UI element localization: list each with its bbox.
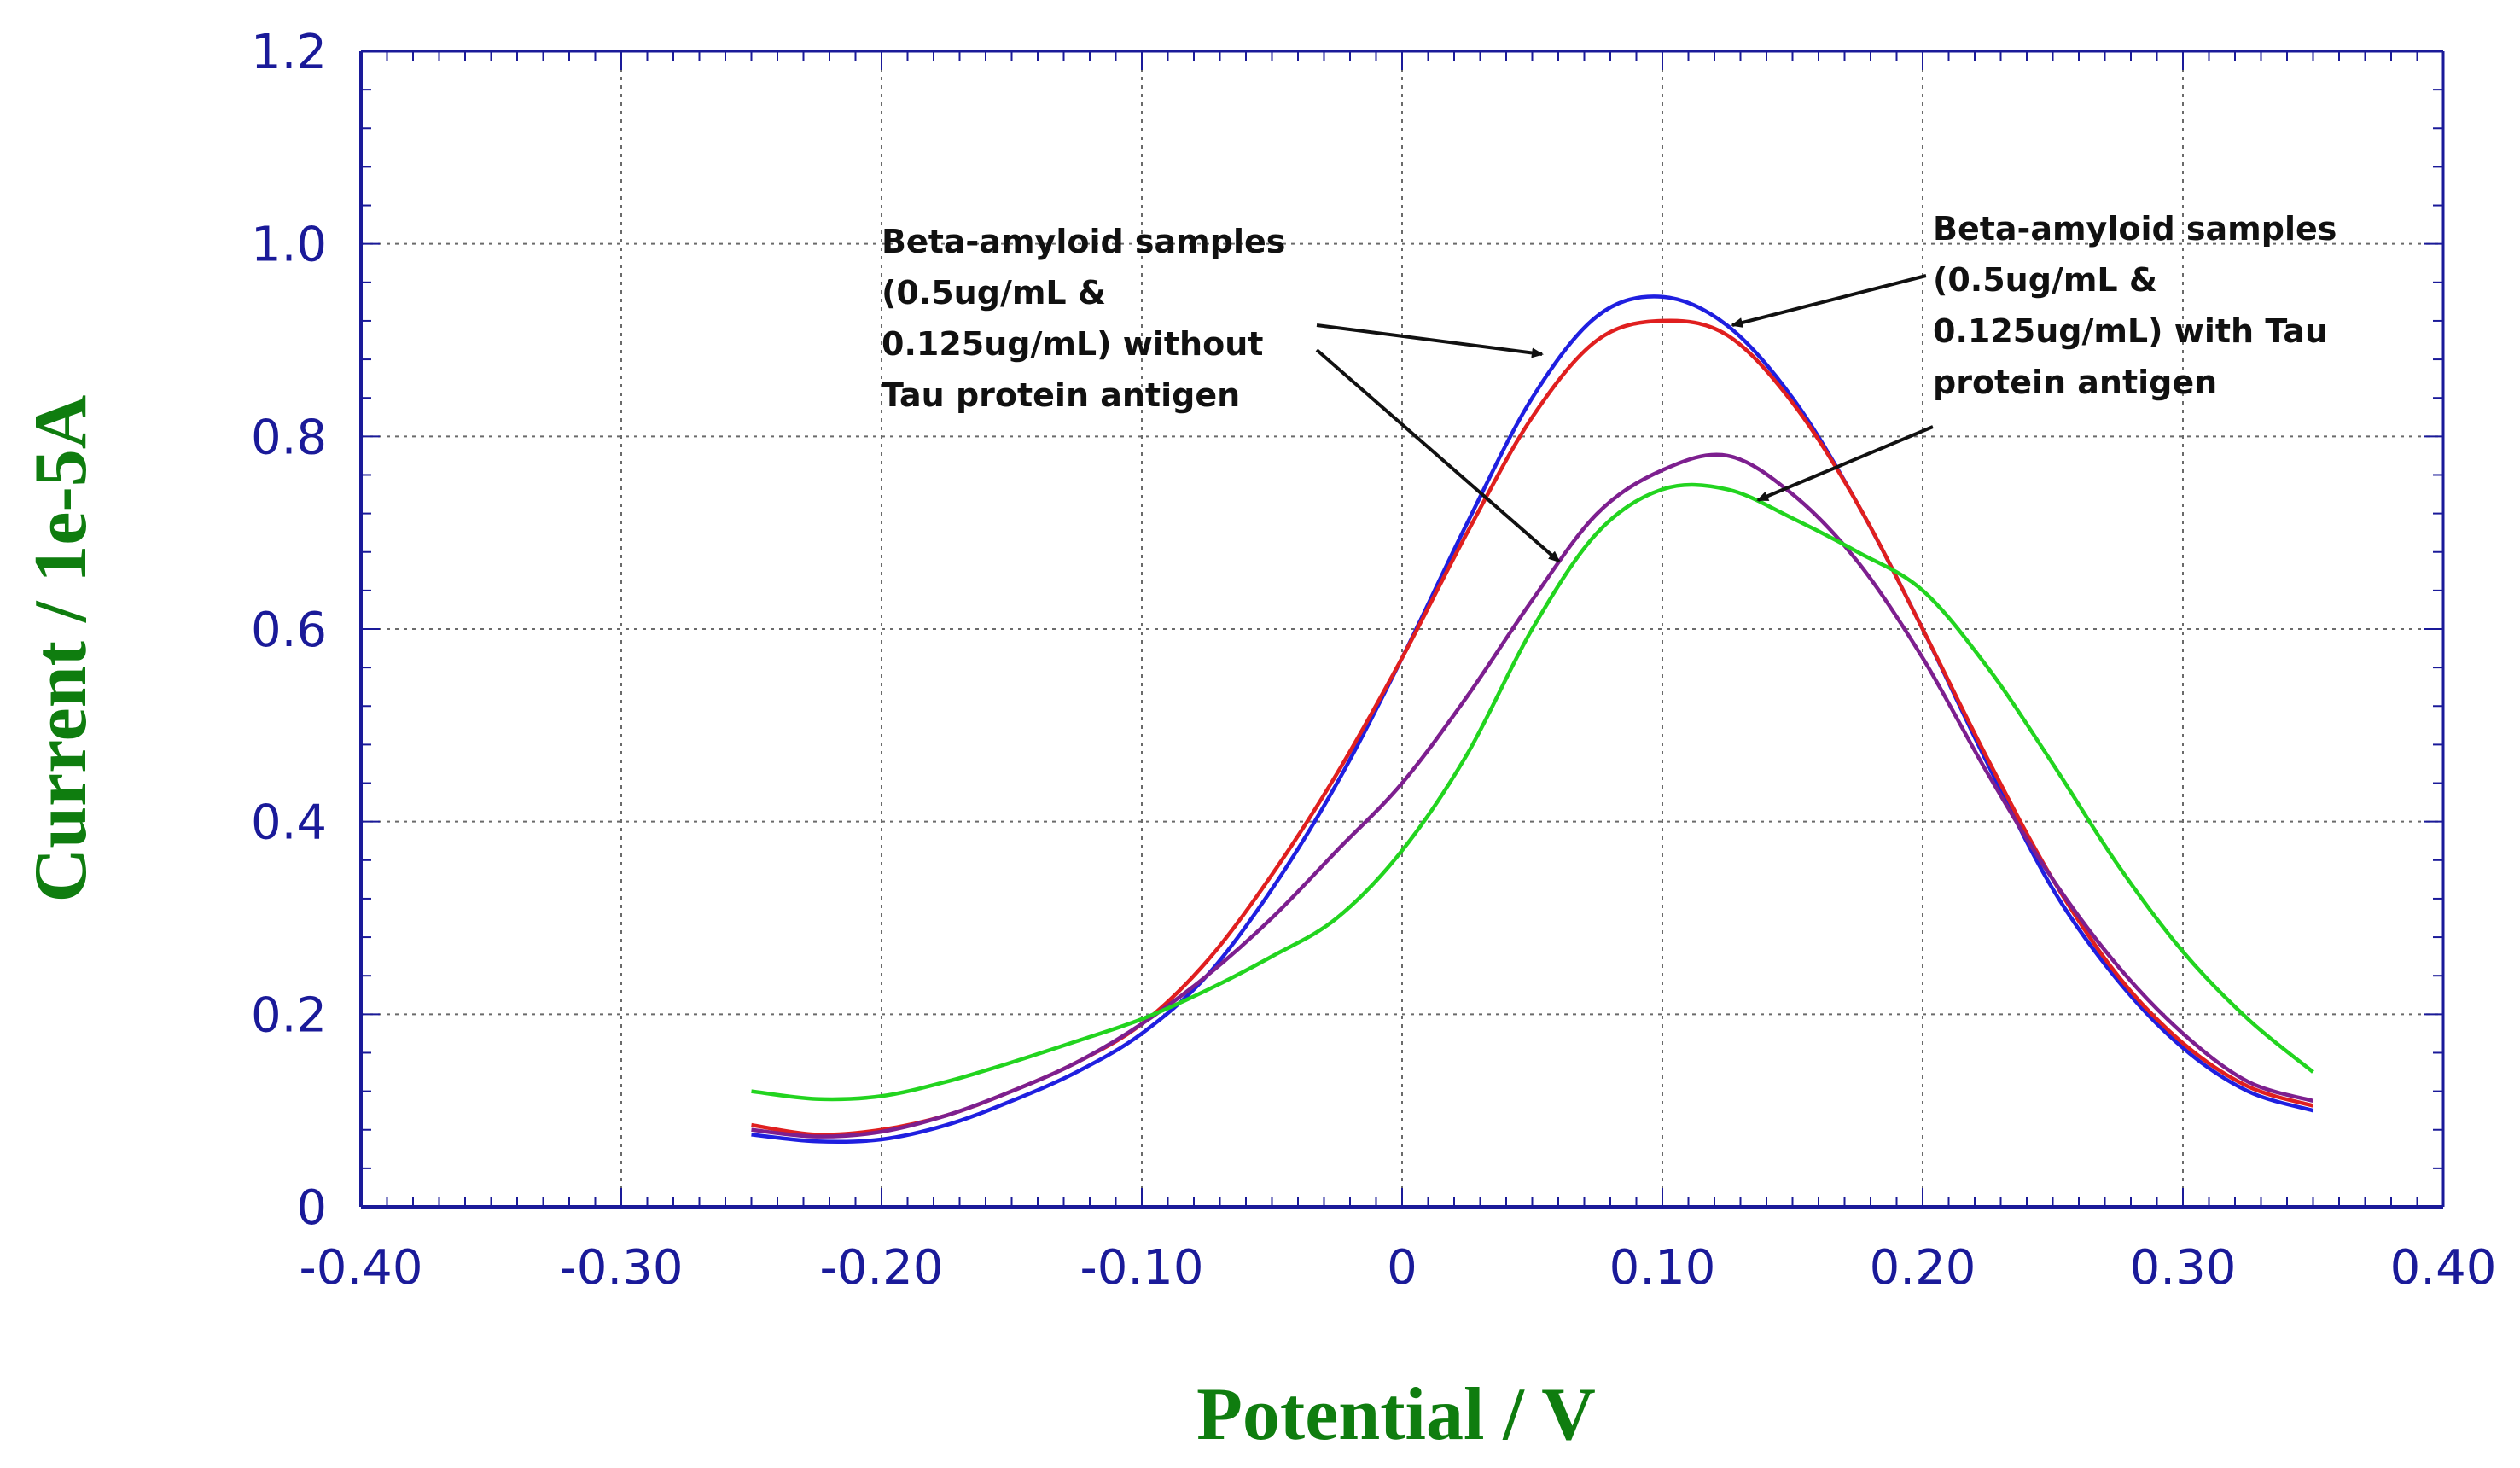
annotation-text: Beta-amyloid samples [1933,210,2337,248]
x-tick-label: 0.10 [1609,1240,1716,1296]
annotations: Beta-amyloid samples (0.5ug/mL & 0.125ug/m… [882,210,2337,563]
x-tick-label: 0 [1387,1240,1417,1296]
y-axis-title: Current / 1e-5A [20,395,102,903]
x-tick-label: -0.30 [560,1240,684,1296]
series-line: Beta-amyloid without Tau (blue) [751,294,2314,1145]
x-tick-label: -0.10 [1080,1240,1204,1296]
annotation-text: (0.5ug/mL & [882,274,1106,312]
series-layer: Beta-amyloid without Tau (blue)Beta-amyl… [751,294,2314,1145]
x-tick-label: 0.30 [2130,1240,2237,1296]
x-axis-title: Potential / V [1196,1373,1596,1456]
series-line: Beta-amyloid with Tau (green) [751,482,2314,1102]
annotation-text: 0.125ug/mL) with Tau [1933,312,2328,350]
x-tick-label: -0.40 [300,1240,423,1296]
annotation-text: Tau protein antigen [882,376,1240,414]
y-tick-label: 1.0 [251,218,327,273]
annotation-text: 0.125ug/mL) without [882,325,1263,363]
annotation-text: Beta-amyloid samples [882,223,1285,260]
y-tick-label: 0.2 [251,987,327,1043]
annotation-arrow [1731,274,1927,328]
x-tick-label: -0.20 [820,1240,944,1296]
y-tick-label: 0.4 [251,795,327,851]
annotation-arrow [1315,348,1561,563]
annotation-text: protein antigen [1933,364,2217,401]
y-tick-label: 1.2 [251,25,327,80]
annotation-arrow [1756,425,1934,502]
annotation-arrow [1316,323,1544,358]
y-tick-label: 0.6 [251,603,327,658]
series-line: Beta-amyloid with Tau (purple) [751,452,2314,1139]
annotation-text: (0.5ug/mL & [1933,261,2157,299]
x-tick-label: 0.20 [1870,1240,1976,1296]
y-tick-label: 0.8 [251,410,327,465]
tick-labels: -0.40 -0.30 -0.20 -0.10 0 0.10 0.20 0.30 0.40 0 0.… [251,25,2496,1296]
y-tick-label: 0 [296,1180,327,1236]
grid-lines [361,51,2443,1207]
x-tick-label: 0.40 [2390,1240,2497,1296]
tick-marks [360,50,2444,1208]
